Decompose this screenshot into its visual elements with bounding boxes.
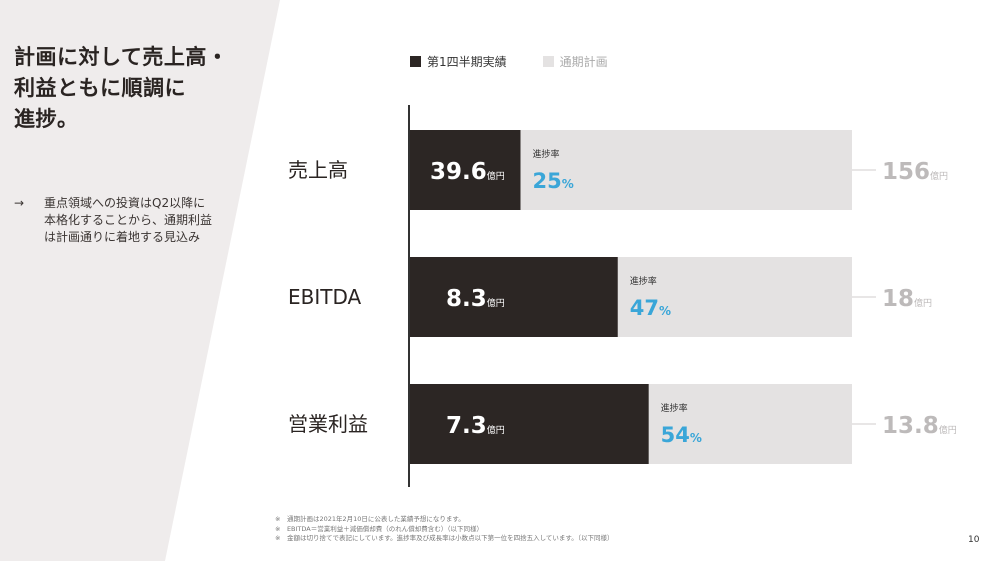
legend-item-actual: 第1四半期実績 [410,53,507,70]
progress-rate-value: 25% [533,169,574,193]
headline-line: 進捗。 [14,107,79,131]
actual-bar [410,130,521,210]
footnote: ※ EBITDA＝営業利益＋減価償却費（のれん償却費含む）（以下同様） [275,524,483,533]
footnote: ※ 金額は切り捨てで表記にしています。進捗率及び成長率は小数点以下第一位を四捨五… [275,534,614,542]
footnotes: ※ 通期計画は2021年2月10日に公表した業績予想になります。 ※ EBITD… [275,515,614,544]
legend-swatch-plan [542,56,554,67]
actual-bar [410,257,618,337]
legend-label-plan: 通期計画 [559,55,608,69]
headline-line: 計画に対して売上高・ [14,45,229,69]
legend-label-actual: 第1四半期実績 [427,55,507,69]
page-number: 10 [968,535,980,545]
arrow-right-icon: → [14,196,25,210]
bullet-point: → 重点領域への投資はQ2以降に本格化することから、通期利益は計画通りに着地する… [14,195,244,246]
category-label: EBITDA [288,285,362,309]
category-label: 売上高 [288,158,348,182]
legend-item-plan: 通期計画 [542,53,608,70]
footnote: ※ 通期計画は2021年2月10日に公表した業績予想になります。 [275,515,465,523]
plan-value-label: 156億円 [882,159,948,185]
actual-value-label: 8.3億円 [446,286,505,312]
actual-bar [410,384,649,464]
actual-value-label: 7.3億円 [446,413,505,439]
chart-legend: 第1四半期実績 通期計画 [410,53,644,70]
category-label: 営業利益 [288,412,368,436]
slide-headline: 計画に対して売上高・ 利益ともに順調に 進捗。 [14,42,274,135]
bullet-text: 重点領域への投資はQ2以降に本格化することから、通期利益は計画通りに着地する見込… [44,196,213,244]
progress-rate-label: 進捗率 [661,402,688,414]
plan-value-label: 18億円 [882,286,932,312]
progress-rate-value: 54% [661,423,702,447]
legend-swatch-actual [410,56,421,67]
plan-value-label: 13.8億円 [882,413,957,439]
actual-value-label: 39.6億円 [430,159,505,185]
progress-rate-label: 進捗率 [533,148,560,160]
headline-line: 利益ともに順調に [14,76,186,100]
progress-rate-label: 進捗率 [630,275,657,287]
progress-rate-value: 47% [630,296,671,320]
